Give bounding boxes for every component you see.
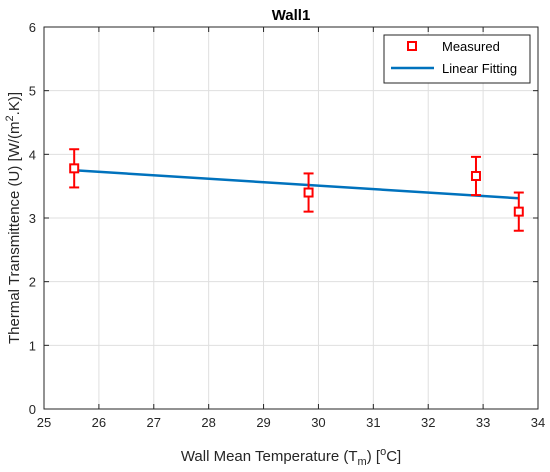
legend-measured-label: Measured [442,39,500,54]
x-tick-label: 26 [92,415,106,430]
plot-frame [43,26,539,410]
measured-point [69,163,80,174]
x-tick-label: 31 [366,415,380,430]
y-tick-label: 5 [29,84,36,99]
chart-title: Wall1 [272,7,311,24]
measured-point [513,206,524,217]
x-axis-label: Wall Mean Temperature (Tm) [oC] [181,446,401,468]
legend-measured-marker [407,41,417,51]
y-tick-label: 1 [29,338,36,353]
x-tick-label: 27 [147,415,161,430]
y-tick-label: 3 [29,211,36,226]
grid [44,27,538,409]
y-tick-label: 4 [29,147,36,162]
x-tick-label: 25 [37,415,51,430]
x-tick-label: 28 [201,415,215,430]
legend: Measured Linear Fitting [383,34,531,84]
y-tick-label: 0 [29,402,36,417]
x-tick-label: 33 [476,415,490,430]
measured-point [303,187,314,198]
x-tick-label: 32 [421,415,435,430]
legend-fit-label: Linear Fitting [442,61,517,76]
x-tick-label: 29 [256,415,270,430]
y-tick-label: 6 [29,20,36,35]
y-axis-label: Thermal Transmittence (U) [W/(m2.K)] [4,92,23,344]
fit-series [74,169,519,200]
y-tick-label: 2 [29,275,36,290]
x-tick-label: 34 [531,415,545,430]
measured-point [470,170,481,181]
x-tick-label: 30 [311,415,325,430]
measured-series [69,148,524,232]
fit-line [74,169,519,200]
x-ticks: 25 26 27 28 29 30 31 32 33 34 [37,27,545,430]
